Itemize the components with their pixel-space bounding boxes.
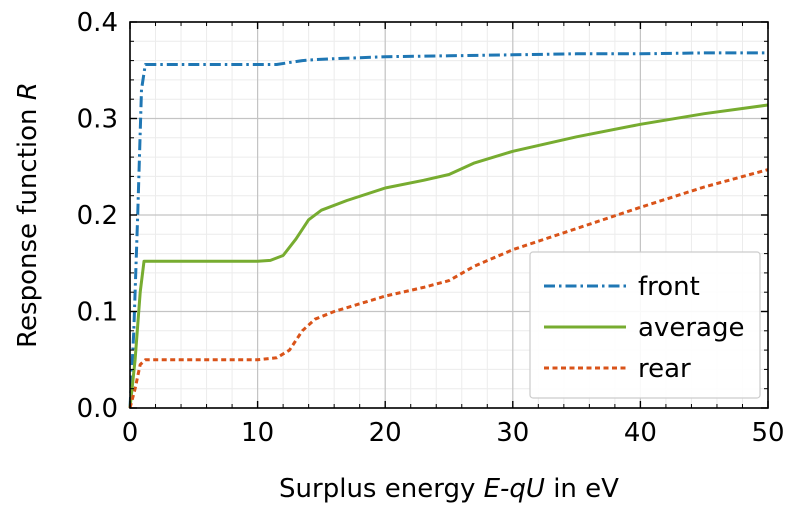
y-axis-label-symbol: R	[13, 82, 43, 100]
x-tick-label: 20	[369, 418, 402, 448]
y-tick-label: 0.4	[77, 8, 118, 38]
y-axis-label: Response function R	[13, 82, 43, 348]
legend-label-average: average	[638, 313, 744, 343]
x-axis-label: Surplus energy E-qU in eV	[279, 474, 619, 504]
y-tick-label: 0.3	[77, 105, 118, 135]
series-line-rear	[128, 168, 769, 409]
legend-label-front: front	[638, 272, 700, 302]
legend-label-rear: rear	[638, 354, 691, 384]
y-axis-label-text: Response function	[13, 100, 43, 348]
series-layer	[128, 51, 769, 409]
legend: front average rear	[529, 251, 761, 399]
x-tick-label: 50	[751, 418, 784, 448]
x-axis-label-symbol: E-qU	[484, 474, 545, 504]
x-axis-label-text: Surplus energy	[279, 474, 484, 504]
legend-box	[529, 251, 761, 399]
axis-ticks: 0 10 20 30 40 50 0.0 0.1 0.2 0.3 0.4	[77, 8, 785, 448]
series-line-front	[128, 51, 768, 409]
x-tick-label: 0	[122, 418, 139, 448]
y-tick-label: 0.1	[77, 298, 118, 328]
x-tick-label: 10	[241, 418, 274, 448]
series-line-average	[128, 103, 769, 409]
x-tick-label: 30	[496, 418, 529, 448]
y-tick-label: 0.2	[77, 201, 118, 231]
x-tick-label: 40	[624, 418, 657, 448]
x-axis-label-unit: in eV	[545, 474, 619, 504]
y-tick-label: 0.0	[77, 394, 118, 424]
